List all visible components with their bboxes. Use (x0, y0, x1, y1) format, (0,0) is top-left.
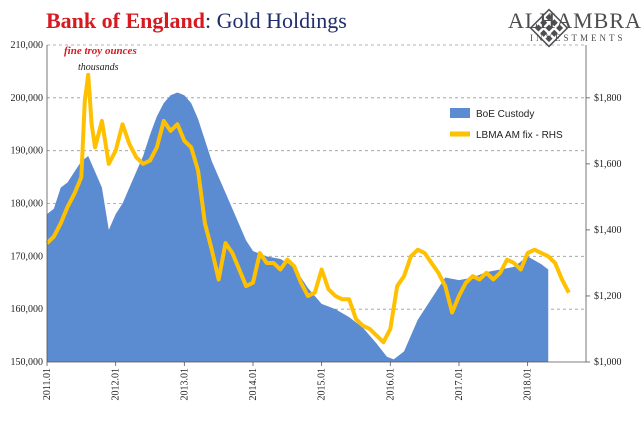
title-rest: : Gold Holdings (204, 8, 347, 33)
left-tick-label: 170,000 (11, 251, 44, 262)
line-series-lbma (45, 72, 571, 345)
x-tick-label: 2017.01 (454, 368, 465, 401)
left-tick-label: 150,000 (11, 357, 44, 368)
area-series-layer (47, 92, 549, 363)
logo-name: ALHAMBRA (508, 8, 641, 33)
right-tick-label: $1,200 (594, 291, 622, 302)
legend-label-line: LBMA AM fix - RHS (476, 130, 563, 141)
logo-sub: INVESTMENTS (530, 33, 626, 43)
right-tick-label: $1,400 (594, 225, 622, 236)
x-tick-label: 2014.01 (248, 368, 259, 401)
title-brand: Bank of England (46, 8, 205, 33)
left-tick-label: 190,000 (11, 146, 44, 157)
legend-swatch-area (450, 108, 470, 118)
x-tick-label: 2011.01 (42, 368, 53, 400)
x-axis-ticks: 2011.01 2012.01 2013.01 2014.01 2015.01 2016.… (42, 362, 534, 401)
legend-label-area: BoE Custody (476, 109, 534, 120)
left-tick-label: 210,000 (11, 40, 44, 51)
left-tick-label: 160,000 (11, 304, 44, 315)
legend: BoE Custody LBMA AM fix - RHS (450, 108, 563, 141)
right-tick-label: $1,000 (594, 357, 622, 368)
x-tick-label: 2013.01 (179, 368, 190, 401)
line-series-layer (45, 72, 571, 345)
right-tick-label: $1,600 (594, 159, 622, 170)
x-tick-label: 2016.01 (385, 368, 396, 401)
chart-title: Bank of England: Gold Holdings (46, 8, 347, 34)
units-sublabel: thousands (78, 62, 119, 73)
units-label: fine troy ounces (64, 45, 137, 57)
left-axis-ticks: 150,000 160,000 170,000 180,000 190,000 200,0… (11, 40, 44, 368)
left-tick-label: 180,000 (11, 199, 44, 210)
x-tick-label: 2015.01 (317, 368, 328, 401)
diamond-grid-icon (529, 8, 569, 48)
left-tick-label: 200,000 (11, 93, 44, 104)
x-tick-label: 2018.01 (523, 368, 534, 401)
right-tick-label: $1,800 (594, 93, 622, 104)
area-series-boe-custody (47, 92, 549, 363)
right-axis-ticks: $1,000 $1,200 $1,400 $1,600 $1,800 (586, 93, 622, 368)
x-tick-label: 2012.01 (111, 368, 122, 401)
logo-text: ALHAMBRA INVESTMENTS (508, 10, 641, 44)
